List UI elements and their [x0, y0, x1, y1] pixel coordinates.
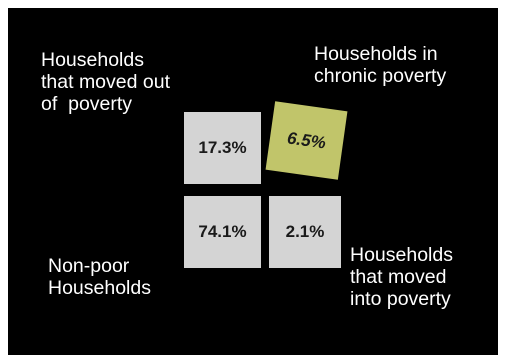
moved-out-value: 17.3%	[198, 138, 247, 157]
non-poor-value-box: 74.1%	[184, 196, 261, 268]
moved-into-value: 2.1%	[285, 222, 325, 241]
non-poor-label: Non-poor Households	[48, 255, 151, 299]
moved-out-value-box: 17.3%	[184, 112, 261, 184]
chronic-value-box: 6.5%	[265, 101, 348, 180]
non-poor-value: 74.1%	[198, 222, 247, 241]
moved-into-label: Households that moved into poverty	[350, 244, 453, 310]
moved-out-label: Households that moved out of poverty	[41, 49, 170, 115]
diagram-panel: Households that moved out of poverty Hou…	[8, 8, 498, 355]
chronic-value: 6.5%	[286, 127, 328, 153]
chronic-label: Households in chronic poverty	[314, 43, 447, 87]
moved-into-value-box: 2.1%	[269, 196, 341, 268]
